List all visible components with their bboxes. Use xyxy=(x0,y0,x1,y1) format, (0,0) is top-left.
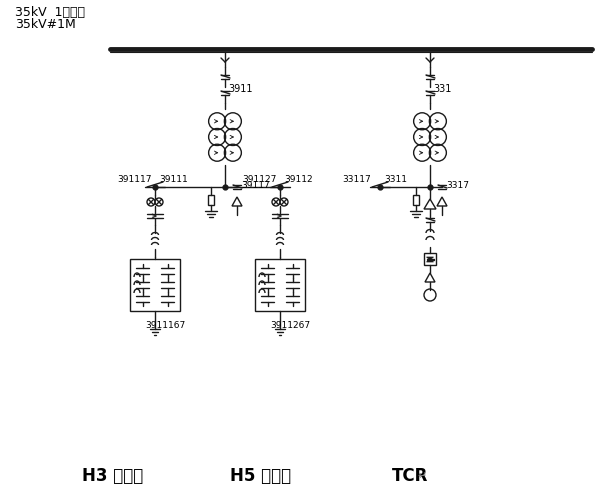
Text: H3 滤波器: H3 滤波器 xyxy=(82,467,143,485)
Text: 3911167: 3911167 xyxy=(145,321,185,330)
Text: TCR: TCR xyxy=(392,467,428,485)
Text: 39117: 39117 xyxy=(241,180,270,190)
Text: 35kV  1号母线: 35kV 1号母线 xyxy=(15,6,85,19)
Bar xyxy=(424,253,436,265)
Text: 39111: 39111 xyxy=(159,174,188,183)
Text: ↵: ↵ xyxy=(417,471,427,481)
Bar xyxy=(255,259,305,311)
Text: 33117: 33117 xyxy=(342,174,371,183)
Bar xyxy=(208,195,214,205)
Text: 3311: 3311 xyxy=(384,174,407,183)
Bar xyxy=(130,259,180,311)
Text: 39112: 39112 xyxy=(284,174,313,183)
Text: 3317: 3317 xyxy=(446,180,469,190)
Bar xyxy=(413,195,419,205)
Text: 3911267: 3911267 xyxy=(270,321,310,330)
Polygon shape xyxy=(427,259,433,262)
Text: H5 滤波器: H5 滤波器 xyxy=(230,467,291,485)
Text: 331: 331 xyxy=(433,84,451,94)
Text: 3911: 3911 xyxy=(228,84,253,94)
Text: 35kV#1M: 35kV#1M xyxy=(15,18,76,31)
Text: 391127: 391127 xyxy=(242,174,277,183)
Polygon shape xyxy=(427,257,433,260)
Text: 391117: 391117 xyxy=(117,174,151,183)
